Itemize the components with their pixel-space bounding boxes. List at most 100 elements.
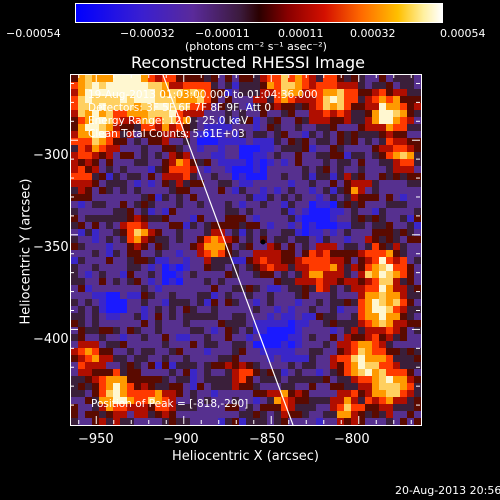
heatmap-cell <box>197 383 204 390</box>
heatmap-cell <box>134 138 141 145</box>
heatmap-cell <box>323 110 330 117</box>
heatmap-cell <box>365 397 372 404</box>
heatmap-cell <box>260 376 267 383</box>
heatmap-cell <box>106 320 113 327</box>
heatmap-cell <box>414 243 421 250</box>
heatmap-cell <box>169 103 176 110</box>
heatmap-cell <box>127 236 134 243</box>
heatmap-cell <box>358 166 365 173</box>
heatmap-cell <box>351 313 358 320</box>
heatmap-cell <box>386 320 393 327</box>
heatmap-cell <box>330 75 337 82</box>
heatmap-cell <box>239 103 246 110</box>
heatmap-cell <box>225 201 232 208</box>
heatmap-cell <box>253 180 260 187</box>
heatmap-cell <box>309 89 316 96</box>
heatmap-cell <box>351 82 358 89</box>
heatmap-cell <box>400 320 407 327</box>
heatmap-cell <box>78 320 85 327</box>
heatmap-cell <box>99 362 106 369</box>
heatmap-cell <box>309 222 316 229</box>
heatmap-cell <box>148 285 155 292</box>
heatmap-cell <box>183 404 190 411</box>
heatmap-cell <box>274 369 281 376</box>
heatmap-cell <box>274 306 281 313</box>
heatmap-cell <box>120 327 127 334</box>
heatmap-cell <box>288 82 295 89</box>
heatmap-cell <box>204 229 211 236</box>
heatmap-cell <box>113 131 120 138</box>
heatmap-cell <box>92 103 99 110</box>
heatmap-cell <box>344 390 351 397</box>
heatmap-cell <box>295 334 302 341</box>
heatmap-cell <box>407 313 414 320</box>
heatmap-cell <box>260 285 267 292</box>
heatmap-cell <box>155 341 162 348</box>
heatmap-cell <box>288 173 295 180</box>
heatmap-cell <box>225 208 232 215</box>
heatmap-cell <box>407 411 414 418</box>
heatmap-cell <box>225 173 232 180</box>
heatmap-cell <box>120 236 127 243</box>
heatmap-cell <box>372 110 379 117</box>
heatmap-cell <box>92 257 99 264</box>
heatmap-cell <box>372 390 379 397</box>
heatmap-cell <box>379 355 386 362</box>
heatmap-cell <box>393 82 400 89</box>
heatmap-cell <box>351 117 358 124</box>
heatmap-cell <box>281 82 288 89</box>
heatmap-cell <box>267 124 274 131</box>
heatmap-cell <box>225 320 232 327</box>
heatmap-cell <box>365 418 372 425</box>
heatmap-cell <box>414 194 421 201</box>
heatmap-cell <box>148 376 155 383</box>
heatmap-cell <box>204 250 211 257</box>
heatmap-cell <box>337 222 344 229</box>
heatmap-cell <box>309 96 316 103</box>
heatmap-cell <box>246 292 253 299</box>
heatmap-cell <box>267 194 274 201</box>
heatmap-cell <box>204 82 211 89</box>
heatmap-cell <box>225 327 232 334</box>
heatmap-cell <box>211 201 218 208</box>
heatmap-cell <box>232 299 239 306</box>
heatmap-cell <box>372 180 379 187</box>
heatmap-cell <box>316 166 323 173</box>
heatmap-cell <box>71 418 78 425</box>
heatmap-cell <box>106 96 113 103</box>
heatmap-cell <box>197 103 204 110</box>
heatmap-cell <box>246 313 253 320</box>
heatmap-cell <box>302 397 309 404</box>
plot-area: 19-Aug-2013 01:03:00.000 to 01:04:36.000… <box>70 74 422 426</box>
heatmap-cell <box>323 355 330 362</box>
heatmap-cell <box>155 103 162 110</box>
heatmap-cell <box>281 243 288 250</box>
heatmap-cell <box>85 208 92 215</box>
heatmap-cell <box>106 145 113 152</box>
heatmap-cell <box>141 236 148 243</box>
heatmap-cell <box>414 418 421 425</box>
heatmap-cell <box>71 110 78 117</box>
heatmap-cell <box>106 215 113 222</box>
heatmap-cell <box>239 313 246 320</box>
heatmap-cell <box>358 222 365 229</box>
heatmap-cell <box>225 82 232 89</box>
heatmap-cell <box>134 82 141 89</box>
heatmap-cell <box>386 390 393 397</box>
heatmap-cell <box>141 348 148 355</box>
heatmap-cell <box>225 110 232 117</box>
heatmap-cell <box>176 299 183 306</box>
heatmap-cell <box>176 285 183 292</box>
heatmap-cell <box>253 152 260 159</box>
heatmap-cell <box>407 285 414 292</box>
heatmap-cell <box>267 348 274 355</box>
heatmap-cell <box>379 110 386 117</box>
heatmap-cell <box>288 236 295 243</box>
heatmap-cell <box>281 404 288 411</box>
heatmap-cell <box>309 173 316 180</box>
heatmap-cell <box>330 306 337 313</box>
heatmap-cell <box>365 187 372 194</box>
heatmap-cell <box>176 229 183 236</box>
heatmap-cell <box>204 278 211 285</box>
heatmap-cell <box>169 376 176 383</box>
